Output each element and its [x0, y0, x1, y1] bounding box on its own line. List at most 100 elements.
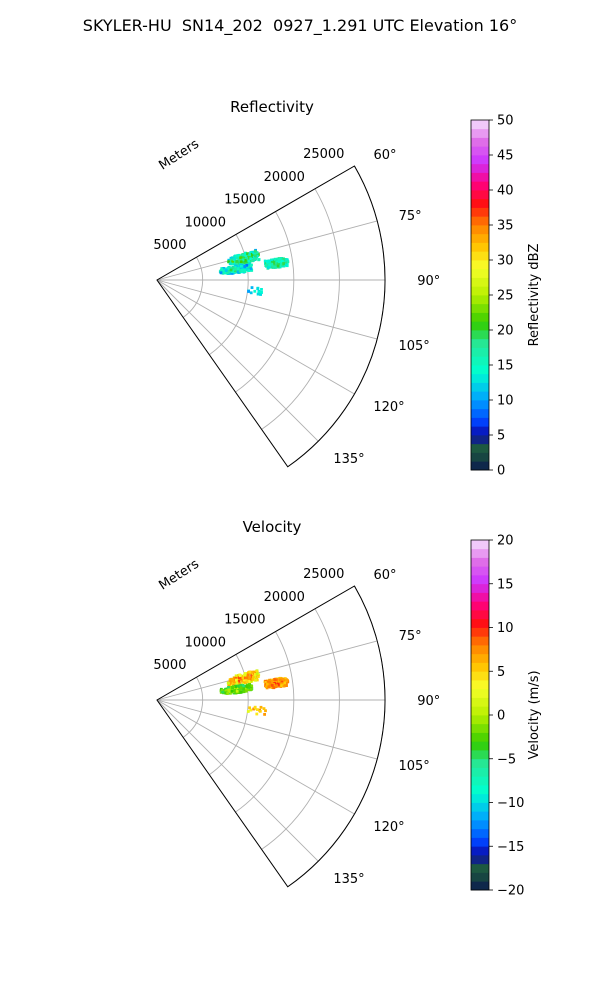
echo-gate	[239, 691, 243, 694]
colorbar-segment	[471, 653, 489, 663]
azimuth-gridline	[156, 699, 378, 760]
colorbar-segment	[471, 872, 489, 882]
colorbar-segment	[471, 417, 489, 427]
echo-gate	[221, 690, 225, 694]
echo-gate	[250, 252, 254, 256]
colorbar-tick-label: 10	[497, 394, 514, 409]
echo-gate	[226, 691, 230, 695]
azimuth-gridline	[156, 699, 319, 862]
echo-gate	[227, 686, 230, 689]
echo-gate	[245, 263, 249, 267]
echo-gate	[264, 264, 268, 267]
colorbar-segment	[471, 260, 489, 270]
echo-gate	[248, 683, 251, 686]
echo-gate	[282, 259, 286, 262]
colorbar-segment	[471, 251, 489, 261]
colorbar-segment	[471, 155, 489, 165]
echo-gate	[239, 260, 243, 264]
range-tick-label: 25000	[303, 147, 344, 162]
echo-gate	[272, 686, 276, 690]
echo-gate	[234, 254, 238, 258]
colorbar-segment	[471, 163, 489, 173]
echo-gate	[230, 689, 234, 693]
echo-gate	[228, 262, 232, 266]
echo-gate	[224, 267, 228, 271]
echo-gate	[278, 257, 282, 261]
panel-title: Velocity	[243, 518, 302, 536]
colorbar-tick-label: 40	[497, 184, 514, 199]
echo-gate	[235, 689, 239, 693]
echo-gate	[239, 684, 243, 687]
colorbar-segment	[471, 627, 489, 637]
echo-gate	[264, 681, 268, 684]
echo-gate	[270, 679, 273, 683]
colorbar-segment	[471, 356, 489, 366]
echo-gate	[260, 288, 263, 291]
range-tick-label: 15000	[224, 193, 265, 208]
colorbar-segment	[471, 802, 489, 812]
azimuth-gridline	[156, 279, 319, 442]
colorbar-segment	[471, 715, 489, 725]
echo-gate	[280, 262, 283, 266]
colorbar-segment	[471, 216, 489, 226]
echo-gate	[249, 679, 253, 683]
colorbar-segment	[471, 190, 489, 200]
echo-gate	[240, 268, 243, 272]
echo-gate	[281, 684, 284, 687]
echo-gate	[224, 269, 228, 272]
azimuth-gridline	[156, 640, 378, 701]
echo-gate	[282, 262, 285, 265]
azimuth-tick-label: 90°	[417, 274, 440, 289]
colorbar-tick-label: −5	[497, 752, 516, 767]
colorbar-segment	[471, 268, 489, 278]
echo-gate	[281, 677, 285, 681]
echo-gate	[230, 257, 234, 260]
colorbar-segment	[471, 207, 489, 217]
echo-gate	[232, 691, 236, 695]
echo-gate	[259, 705, 263, 709]
echo-gate	[250, 286, 254, 289]
echo-gate	[220, 688, 224, 692]
echo-gate	[234, 691, 238, 695]
azimuth-tick-label: 60°	[373, 568, 396, 583]
echo-gate	[231, 679, 235, 682]
range-ring	[182, 256, 203, 318]
echo-gate	[280, 259, 284, 263]
azimuth-tick-label: 105°	[398, 339, 429, 354]
echo-gate	[250, 685, 254, 688]
colorbar-segment	[471, 400, 489, 410]
echo-gate	[256, 287, 260, 290]
echo-gate	[219, 271, 223, 275]
echo-gate	[241, 265, 245, 269]
echo-gate	[240, 689, 244, 692]
echo-gate	[285, 258, 289, 261]
colorbar-segment	[471, 295, 489, 305]
echo-gate	[253, 705, 257, 709]
echo-gate	[229, 268, 233, 272]
colorbar-segment	[471, 793, 489, 803]
echo-gate	[228, 266, 232, 270]
echo-gate	[229, 691, 232, 695]
colorbar-tick-label: 35	[497, 219, 514, 234]
echo-gate	[273, 678, 277, 682]
azimuth-tick-label: 120°	[373, 400, 404, 415]
azimuth-tick-label: 75°	[399, 209, 422, 224]
echo-gate	[233, 260, 237, 264]
echo-gate	[244, 678, 248, 682]
echo-gate	[224, 691, 228, 695]
colorbar-label: Reflectivity dBZ	[527, 244, 542, 347]
colorbar-segment	[471, 391, 489, 401]
colorbar-segment	[471, 750, 489, 760]
range-tick-label: 10000	[185, 215, 226, 230]
echo-gate	[279, 264, 283, 268]
echo-gate	[247, 684, 251, 688]
colorbar-tick-label: 20	[497, 534, 514, 549]
colorbar-segment	[471, 408, 489, 418]
echo-gate	[235, 265, 239, 269]
colorbar-segment	[471, 863, 489, 873]
echo-layer	[219, 669, 290, 716]
echo-gate	[285, 264, 289, 268]
colorbar-segment	[471, 225, 489, 235]
azimuth-tick-label: 60°	[373, 148, 396, 163]
colorbar-segment	[471, 785, 489, 795]
